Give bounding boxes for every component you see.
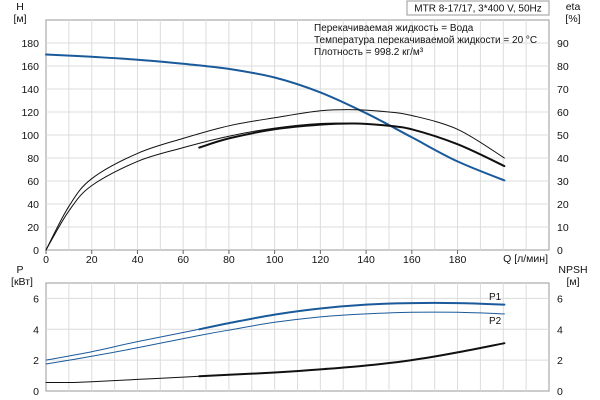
power-curves — [45, 301, 506, 384]
x-tick-label: 80 — [223, 254, 235, 266]
power-axis-unit: [кВт] — [11, 276, 33, 288]
left-y-tick-label: 160 — [21, 61, 39, 73]
right-y-tick-label: 0 — [557, 386, 563, 398]
left-y-tick-label: 4 — [33, 324, 39, 336]
right-y-tick-label: 10 — [557, 222, 569, 234]
x-tick-label: 0 — [43, 254, 49, 266]
left-y-tick-label: 120 — [21, 107, 39, 119]
x-tick-label: 120 — [312, 254, 330, 266]
power-panel: 0 2 4 6 0 2 4 6 P [кВт] NPSH [м] P1 P2 — [11, 264, 588, 398]
npsh-axis-title: NPSH — [558, 264, 587, 276]
performance-panel: 0 20 40 60 80 100 120 140 160 180 020406080100120… — [13, 0, 581, 266]
right-y-tick-label: 60 — [557, 107, 569, 119]
flow-axis-ticks: 0 20 40 60 80 100 120 140 160 180 — [43, 250, 466, 266]
left-y-tick-label: 80 — [27, 153, 39, 165]
left-y-tick-label: 40 — [27, 199, 39, 211]
efficiency-axis-title: eta — [566, 1, 581, 13]
left-y-tick-label: 20 — [27, 222, 39, 234]
right-y-tick-label: 30 — [557, 176, 569, 188]
left-y-tick-label: 0 — [33, 386, 39, 398]
title-box — [406, 0, 550, 16]
npsh-axis-unit: [м] — [566, 276, 579, 288]
right-y-tick-label: 0 — [557, 245, 563, 257]
temperature-note: Температура перекачиваемой жидкости = 20… — [314, 35, 537, 46]
flow-axis-title: Q [л/мин] — [503, 253, 548, 265]
curve-line — [45, 311, 505, 365]
left-y-tick-label: 140 — [21, 84, 39, 96]
head-axis-unit: [м] — [13, 13, 26, 25]
right-y-tick-label: 80 — [557, 61, 569, 73]
p1-series-label: P1 — [489, 292, 502, 303]
left-y-tick-label: 180 — [21, 38, 39, 50]
head-axis-ticks: 0 20 40 60 80 100 120 140 160 180 — [21, 38, 39, 257]
right-y-tick-label: 20 — [557, 199, 569, 211]
right-y-tick-label: 6 — [557, 293, 563, 305]
curve-line — [45, 53, 506, 182]
right-y-tick-label: 40 — [557, 153, 569, 165]
flow-axis-label-bg — [507, 253, 549, 265]
p2-series-label: P2 — [489, 316, 502, 327]
curve-line — [198, 342, 506, 378]
efficiency-axis-unit: [%] — [565, 13, 580, 25]
power-grid — [46, 283, 549, 391]
density-note: Плотность = 998.2 кг/м³ — [314, 47, 424, 58]
right-y-tick-label: 2 — [557, 355, 563, 367]
right-y-tick-label: 90 — [557, 38, 569, 50]
x-tick-label: 100 — [266, 254, 284, 266]
left-y-tick-label: 60 — [27, 176, 39, 188]
x-tick-label: 160 — [403, 254, 421, 266]
pump-title: MTR 8-17/17, 3*400 V, 50Hz — [414, 4, 541, 15]
x-tick-label: 40 — [132, 254, 144, 266]
curve-line — [45, 109, 505, 251]
curve-line — [45, 122, 505, 251]
right-y-tick-label: 50 — [557, 130, 569, 142]
efficiency-axis-ticks: 0 10 20 30 40 50 60 70 80 90 — [557, 38, 569, 257]
left-y-tick-label: 6 — [33, 293, 39, 305]
right-y-tick-label: 4 — [557, 324, 563, 336]
head-axis-title: H — [16, 1, 24, 13]
left-y-tick-label: 100 — [21, 130, 39, 142]
x-tick-label: 140 — [357, 254, 375, 266]
npsh-axis-ticks: 0 2 4 6 — [557, 293, 563, 398]
power-axis-title: P — [16, 264, 23, 276]
curve-line — [198, 301, 506, 331]
x-tick-label: 20 — [86, 254, 98, 266]
right-y-tick-label: 70 — [557, 84, 569, 96]
x-tick-label: 60 — [177, 254, 189, 266]
power-axis-ticks: 0 2 4 6 — [33, 293, 39, 398]
liquid-note: Перекачиваемая жидкость = Вода — [314, 23, 474, 34]
performance-curves — [45, 53, 506, 251]
left-y-tick-label: 0 — [33, 245, 39, 257]
x-tick-label: 180 — [449, 254, 467, 266]
left-y-tick-label: 2 — [33, 355, 39, 367]
